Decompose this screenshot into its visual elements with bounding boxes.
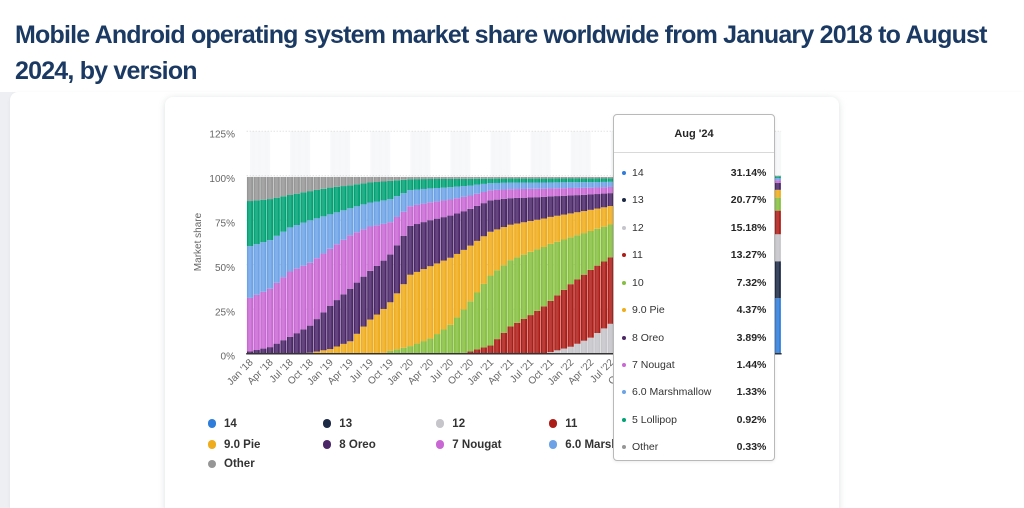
svg-text:125%: 125% (209, 129, 235, 140)
svg-text:Market share: Market share (193, 212, 204, 271)
svg-text:100%: 100% (209, 174, 235, 185)
svg-text:50%: 50% (215, 263, 235, 274)
svg-text:25%: 25% (215, 307, 235, 318)
svg-text:0%: 0% (221, 352, 236, 363)
svg-text:75%: 75% (215, 218, 235, 229)
